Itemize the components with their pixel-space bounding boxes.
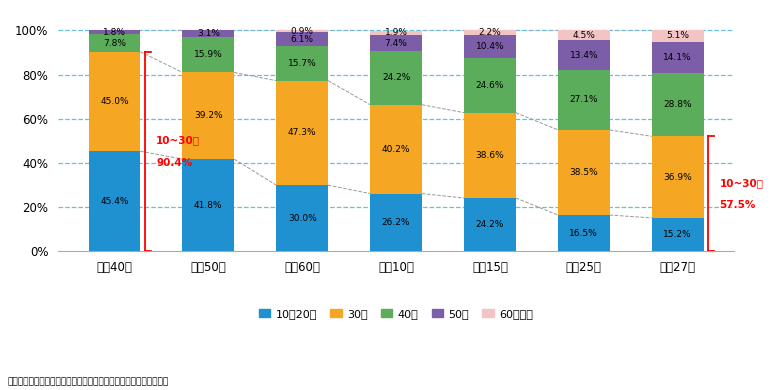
- Text: 41.8%: 41.8%: [194, 201, 222, 210]
- Bar: [370, 193, 422, 252]
- Text: 45.4%: 45.4%: [100, 197, 129, 206]
- Text: 24.2%: 24.2%: [476, 220, 504, 229]
- Text: 3.1%: 3.1%: [197, 29, 220, 38]
- Text: 27.1%: 27.1%: [569, 96, 598, 105]
- Bar: [464, 30, 516, 35]
- Bar: [276, 46, 328, 81]
- Text: 出典：消防庁「消防防災・震災対策現況調査」をもとに内閣府作成: 出典：消防庁「消防防災・震災対策現況調査」をもとに内閣府作成: [8, 377, 169, 386]
- Bar: [652, 30, 704, 41]
- Text: 38.6%: 38.6%: [476, 151, 505, 160]
- Bar: [183, 37, 234, 73]
- Text: 28.8%: 28.8%: [663, 100, 692, 109]
- Bar: [276, 30, 328, 32]
- Bar: [464, 198, 516, 252]
- Bar: [183, 30, 234, 37]
- Text: 13.4%: 13.4%: [569, 51, 598, 60]
- Text: 26.2%: 26.2%: [381, 218, 410, 227]
- Text: 7.4%: 7.4%: [385, 39, 407, 48]
- Bar: [276, 32, 328, 46]
- Text: 14.1%: 14.1%: [663, 53, 692, 62]
- Text: 40.2%: 40.2%: [381, 145, 410, 154]
- Text: 24.6%: 24.6%: [476, 81, 504, 90]
- Text: 4.5%: 4.5%: [573, 31, 595, 40]
- Text: 6.1%: 6.1%: [291, 35, 314, 44]
- Bar: [370, 35, 422, 51]
- Text: 15.2%: 15.2%: [663, 230, 692, 239]
- Text: 30.0%: 30.0%: [288, 214, 317, 223]
- Bar: [183, 73, 234, 159]
- Text: 16.5%: 16.5%: [569, 229, 598, 238]
- Bar: [652, 41, 704, 73]
- Legend: 10～20代, 30代, 40代, 50代, 60代以上: 10～20代, 30代, 40代, 50代, 60代以上: [254, 304, 537, 323]
- Text: 1.8%: 1.8%: [103, 28, 126, 37]
- Text: 39.2%: 39.2%: [194, 111, 222, 120]
- Text: 57.5%: 57.5%: [719, 200, 756, 210]
- Text: 10~30代: 10~30代: [156, 136, 200, 145]
- Bar: [89, 30, 140, 34]
- Bar: [464, 113, 516, 198]
- Text: 2.2%: 2.2%: [479, 28, 502, 37]
- Bar: [89, 151, 140, 252]
- Bar: [89, 34, 140, 52]
- Text: 38.5%: 38.5%: [569, 168, 598, 177]
- Text: 7.8%: 7.8%: [103, 39, 126, 48]
- Text: 36.9%: 36.9%: [663, 173, 692, 182]
- Bar: [370, 51, 422, 105]
- Text: 10.4%: 10.4%: [476, 43, 504, 51]
- Bar: [558, 130, 610, 215]
- Bar: [558, 41, 610, 70]
- Bar: [464, 35, 516, 58]
- Text: 15.9%: 15.9%: [194, 50, 222, 59]
- Text: 0.9%: 0.9%: [291, 27, 314, 36]
- Text: 24.2%: 24.2%: [382, 73, 410, 83]
- Bar: [276, 81, 328, 185]
- Text: 15.7%: 15.7%: [288, 59, 317, 68]
- Bar: [370, 105, 422, 193]
- Bar: [183, 159, 234, 252]
- Bar: [652, 218, 704, 252]
- Text: 90.4%: 90.4%: [156, 158, 193, 168]
- Bar: [558, 215, 610, 252]
- Text: 45.0%: 45.0%: [100, 97, 129, 106]
- Text: 1.9%: 1.9%: [385, 28, 408, 37]
- Bar: [558, 70, 610, 130]
- Bar: [276, 185, 328, 252]
- Bar: [652, 73, 704, 136]
- Bar: [558, 30, 610, 41]
- Text: 5.1%: 5.1%: [666, 31, 690, 41]
- Bar: [89, 52, 140, 151]
- Bar: [464, 58, 516, 113]
- Text: 47.3%: 47.3%: [288, 128, 317, 137]
- Bar: [652, 136, 704, 218]
- Bar: [370, 31, 422, 35]
- Text: 10~30代: 10~30代: [719, 178, 764, 188]
